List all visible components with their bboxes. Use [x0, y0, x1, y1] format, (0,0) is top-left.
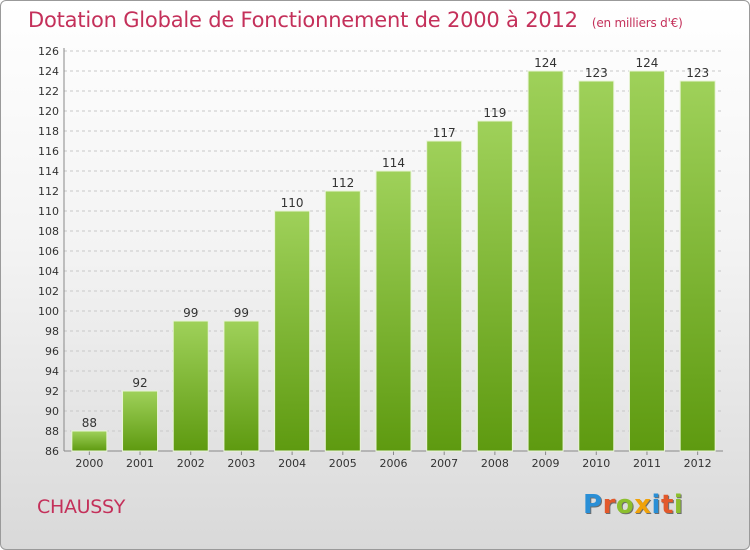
x-tick-label-2009: 2009: [532, 457, 560, 470]
y-tick-label: 122: [38, 85, 59, 98]
bar-2002: [172, 320, 209, 452]
x-tick-label-2012: 2012: [684, 457, 712, 470]
x-tick-label-2003: 2003: [227, 457, 255, 470]
y-tick-label: 98: [45, 325, 59, 338]
y-tick-label: 124: [38, 65, 59, 78]
y-tick-label: 108: [38, 225, 59, 238]
data-label-2000: 88: [82, 416, 97, 430]
x-tick-labels: 2000 2001 2002 2003 2004 2005 2006 2007 2008 2009…: [75, 457, 711, 470]
data-label-2002: 99: [183, 306, 198, 320]
data-label-2010: 123: [585, 66, 608, 80]
bar-2006: [375, 170, 412, 452]
y-tick-label: 118: [38, 125, 59, 138]
y-tick-label: 100: [38, 305, 59, 318]
bar-2007: [426, 140, 463, 452]
bar-2004: [274, 210, 311, 452]
data-label-2003: 99: [234, 306, 249, 320]
bar-2003: [223, 320, 260, 452]
x-tick-label-2005: 2005: [329, 457, 357, 470]
data-label-2006: 114: [382, 156, 405, 170]
bar-2008: [476, 120, 513, 452]
bar-2011: [628, 70, 665, 452]
y-tick-label: 102: [38, 285, 59, 298]
y-tick-label: 92: [45, 385, 59, 398]
data-label-2008: 119: [483, 106, 506, 120]
data-labels: 88 92 99 99 110 112 114 117 119 124 123 124 123: [82, 56, 709, 430]
x-tick-label-2000: 2000: [75, 457, 103, 470]
proxiti-logo[interactable]: Proxiti: [583, 490, 683, 520]
y-tick-label: 96: [45, 345, 59, 358]
logo-letter: o: [615, 490, 635, 520]
y-tick-label: 104: [38, 265, 59, 278]
bar-2009: [527, 70, 564, 452]
data-label-2009: 124: [534, 56, 557, 70]
y-tick-labels: 86 88 90 92 94 96 98 100 102 104 106 108 110 112 114 11…: [38, 45, 59, 458]
x-tick-label-2007: 2007: [430, 457, 458, 470]
place-name: CHAUSSY: [37, 496, 126, 518]
logo-letter: P: [583, 490, 603, 520]
x-tick-label-2010: 2010: [582, 457, 610, 470]
chart-title-text: Dotation Globale de Fonctionnement de 20…: [28, 8, 578, 32]
y-tick-label: 94: [45, 365, 59, 378]
bar-2012: [679, 80, 716, 452]
y-tick-label: 120: [38, 105, 59, 118]
y-tick-label: 110: [38, 205, 59, 218]
chart-title: Dotation Globale de Fonctionnement de 20…: [28, 8, 683, 32]
bar-2000: [71, 430, 108, 452]
data-label-2005: 112: [331, 176, 354, 190]
chart-subtitle: (en milliers d'€): [591, 16, 683, 30]
data-label-2004: 110: [281, 196, 304, 210]
y-tick-label: 112: [38, 185, 59, 198]
x-tick-label-2002: 2002: [177, 457, 205, 470]
data-label-2001: 92: [132, 376, 147, 390]
x-tick-label-2001: 2001: [126, 457, 154, 470]
y-tick-label: 88: [45, 425, 59, 438]
y-tick-label: 116: [38, 145, 59, 158]
x-tick-label-2008: 2008: [481, 457, 509, 470]
logo-letter: t: [660, 490, 674, 520]
logo-letter: r: [602, 490, 616, 520]
bar-2005: [324, 190, 361, 452]
data-label-2007: 117: [433, 126, 456, 140]
y-tick-label: 90: [45, 405, 59, 418]
data-label-2011: 124: [636, 56, 659, 70]
bar-2001: [122, 390, 159, 452]
y-tick-label: 126: [38, 45, 59, 58]
y-tick-label: 114: [38, 165, 59, 178]
x-tick-label-2006: 2006: [380, 457, 408, 470]
data-label-2012: 123: [686, 66, 709, 80]
x-tick-label-2004: 2004: [278, 457, 306, 470]
bars: [71, 70, 716, 452]
bar-2010: [578, 80, 615, 452]
y-tick-label: 86: [45, 445, 59, 458]
x-tick-label-2011: 2011: [633, 457, 661, 470]
y-tick-label: 106: [38, 245, 59, 258]
logo-letter: i: [673, 490, 684, 520]
logo-letter: i: [651, 490, 661, 520]
logo-letter: x: [634, 490, 652, 520]
